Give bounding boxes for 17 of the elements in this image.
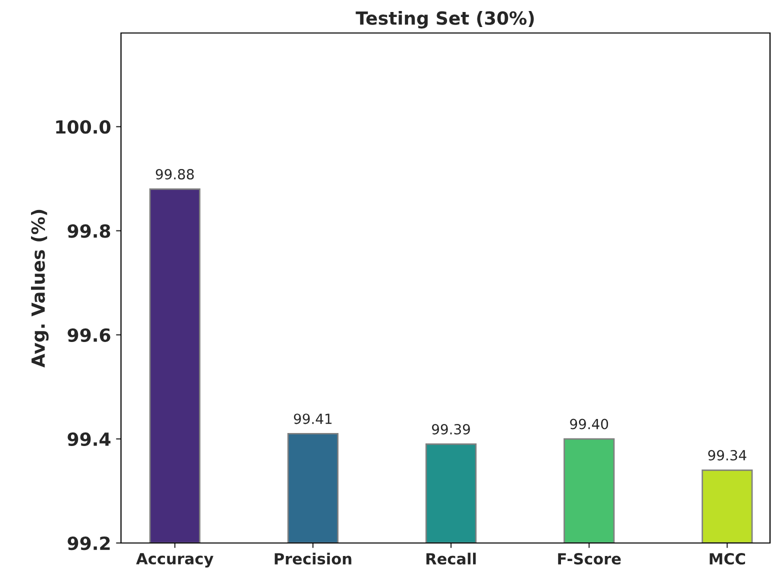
data-label: 99.88 [156,168,194,180]
y-tick-label: 99.6 [68,328,110,342]
data-label: 99.34 [708,450,746,461]
x-tick-label: Precision [274,552,352,565]
data-label: 99.40 [570,418,608,430]
x-tick-label: MCC [710,552,746,565]
data-label: 99.41 [294,414,332,424]
y-tick-label: 99.8 [68,224,110,238]
y-tick-label: 99.2 [68,536,110,550]
x-tick-label: Accuracy [136,553,214,568]
x-tick-label: F-Score [558,552,621,565]
y-axis-title: Avg. Values (%) [31,210,49,368]
y-tick-label: 100.0 [56,120,110,134]
chart-title: Testing Set (30%) [356,10,534,29]
data-label: 99.39 [432,424,470,434]
x-tick-label: Recall [426,552,476,565]
y-tick-label: 99.4 [68,432,110,446]
